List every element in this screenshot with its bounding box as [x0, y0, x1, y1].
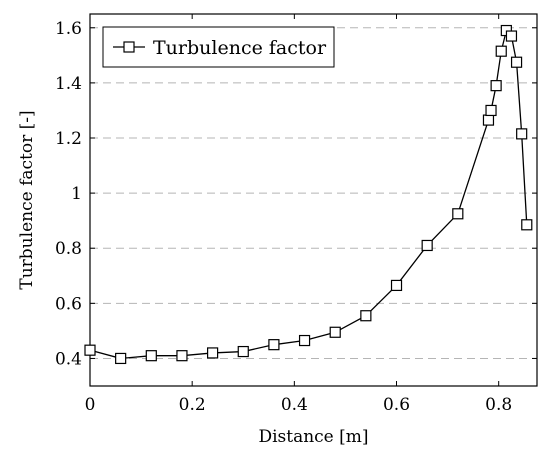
data-point-marker	[298, 334, 311, 347]
x-tick-label: 0.6	[383, 395, 410, 415]
series-line	[89, 29, 528, 360]
data-point-marker	[421, 239, 433, 252]
y-tick-label: 1.2	[55, 129, 82, 149]
data-point-marker	[390, 279, 403, 292]
data-point-marker	[329, 326, 341, 338]
x-tick-label: 0.8	[485, 395, 512, 415]
data-point-marker	[115, 352, 127, 365]
legend-square-marker	[123, 41, 135, 53]
data-point-marker	[207, 347, 219, 359]
data-point-marker	[84, 344, 96, 356]
plot-area-frame	[89, 13, 538, 387]
y-tick-label: 0.6	[55, 294, 82, 314]
y-tick-label: 0.8	[55, 239, 82, 259]
x-tick-label: 0.4	[281, 395, 308, 415]
x-tick-label: 0	[85, 395, 96, 415]
y-axis: 0.4 0.6 0.8 1 1.2 1.4 1.6	[55, 19, 537, 369]
data-point-marker	[485, 104, 497, 117]
data-point-marker	[176, 350, 188, 362]
data-point-marker	[145, 350, 157, 362]
data-point-marker	[482, 114, 495, 126]
data-point-marker	[521, 219, 533, 231]
data-point-marker	[268, 339, 280, 351]
legend: Turbulence factor	[102, 26, 335, 68]
data-point-marker	[495, 45, 507, 57]
data-point-marker	[490, 80, 502, 92]
x-axis-label: Distance [m]	[258, 427, 368, 447]
data-point-marker	[452, 208, 464, 220]
grid-lines	[90, 27, 537, 359]
y-tick-label: 1.4	[55, 74, 82, 94]
x-axis: 0 0.2 0.4 0.6 0.8	[85, 14, 512, 415]
data-point-marker	[516, 128, 528, 140]
series-layer	[84, 24, 533, 365]
legend-label: Turbulence factor	[153, 37, 327, 59]
y-axis-label: Turbulence factor [-]	[17, 110, 37, 289]
data-point-marker	[510, 56, 523, 68]
y-tick-label: 0.4	[55, 349, 82, 369]
data-point-marker	[237, 345, 249, 358]
y-tick-label: 1	[71, 184, 82, 204]
y-tick-label: 1.6	[55, 19, 82, 39]
x-tick-label: 0.2	[179, 395, 206, 415]
data-point-marker	[360, 310, 372, 322]
data-point-marker	[505, 30, 518, 42]
